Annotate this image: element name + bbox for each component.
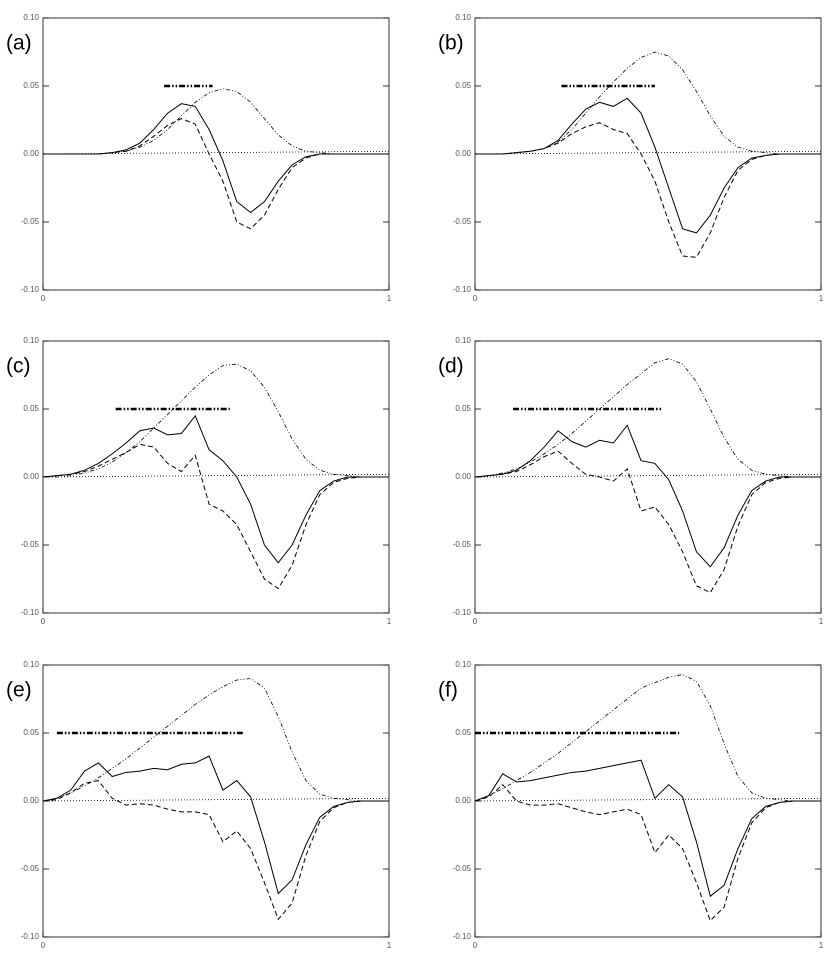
x-tick-label: 1	[819, 294, 824, 303]
panel-label: (a)	[6, 32, 32, 55]
series-line	[474, 674, 821, 802]
x-tick-label: 1	[387, 941, 392, 950]
series-line	[42, 755, 389, 895]
series-line	[474, 797, 822, 802]
y-tick-label: -0.10	[21, 932, 40, 941]
series-line	[42, 797, 390, 802]
series-line	[42, 150, 390, 155]
y-tick-label: 0.10	[23, 13, 39, 22]
y-tick-label: -0.05	[453, 864, 472, 873]
y-tick-label: -0.05	[21, 540, 40, 549]
y-tick-label: -0.10	[21, 285, 40, 294]
y-tick-label: 0.10	[455, 336, 471, 345]
x-tick-label: 1	[819, 617, 824, 626]
y-tick-label: 0.05	[23, 728, 39, 737]
y-tick-label: 0.05	[455, 728, 471, 737]
series-line	[474, 450, 821, 594]
y-tick-label: 0.05	[455, 81, 471, 90]
series-line	[43, 103, 389, 214]
x-tick-label: 0	[473, 941, 478, 950]
series-line	[474, 783, 821, 922]
series-line	[42, 678, 389, 802]
y-tick-label: -0.05	[453, 217, 472, 226]
plot-frame	[474, 17, 822, 291]
x-tick-label: 0	[473, 617, 478, 626]
x-tick-label: 1	[819, 941, 824, 950]
series-line	[474, 358, 821, 478]
y-tick-label: 0.10	[455, 660, 471, 669]
y-tick-label: 0.05	[23, 81, 39, 90]
series-line	[474, 759, 821, 898]
y-tick-label: -0.10	[453, 285, 472, 294]
y-tick-label: -0.05	[453, 540, 472, 549]
x-tick-label: 0	[41, 617, 46, 626]
series-line	[43, 363, 389, 478]
y-tick-label: 0.10	[23, 660, 39, 669]
y-tick-label: 0.05	[455, 404, 471, 413]
series-line	[42, 780, 389, 921]
y-tick-label: -0.05	[21, 217, 40, 226]
panel-label: (e)	[6, 679, 32, 702]
x-tick-label: 0	[473, 294, 478, 303]
panel-label: (c)	[6, 355, 31, 378]
x-tick-label: 1	[387, 294, 392, 303]
series-line	[474, 150, 822, 155]
plot-frame	[474, 664, 822, 938]
panel-label: (b)	[438, 32, 464, 55]
x-tick-label: 0	[41, 941, 46, 950]
y-tick-label: 0.00	[23, 149, 39, 158]
y-tick-label: -0.10	[453, 932, 472, 941]
y-tick-label: 0.00	[455, 796, 471, 805]
plot-frame	[42, 340, 390, 614]
panel-label: (f)	[438, 679, 458, 702]
y-tick-label: 0.00	[455, 472, 471, 481]
y-tick-label: 0.00	[455, 149, 471, 158]
panel-label: (d)	[438, 355, 464, 378]
y-tick-label: 0.00	[23, 472, 39, 481]
series-line	[42, 443, 389, 590]
x-tick-label: 0	[41, 294, 46, 303]
plot-frame	[474, 340, 822, 614]
y-tick-label: 0.05	[23, 404, 39, 413]
y-tick-label: 0.10	[23, 336, 39, 345]
x-tick-label: 1	[387, 617, 392, 626]
series-line	[475, 97, 821, 234]
y-tick-label: -0.05	[21, 864, 40, 873]
y-tick-label: 0.00	[23, 796, 39, 805]
series-line	[474, 424, 821, 568]
series-line	[42, 414, 389, 564]
y-tick-label: 0.10	[455, 13, 471, 22]
series-line	[42, 473, 390, 478]
series-line	[475, 122, 821, 258]
y-tick-label: -0.10	[453, 608, 472, 617]
series-line	[474, 473, 822, 478]
y-tick-label: -0.10	[21, 608, 40, 617]
series-line	[43, 118, 389, 230]
series-line	[475, 51, 821, 155]
plot-frame	[42, 664, 390, 938]
